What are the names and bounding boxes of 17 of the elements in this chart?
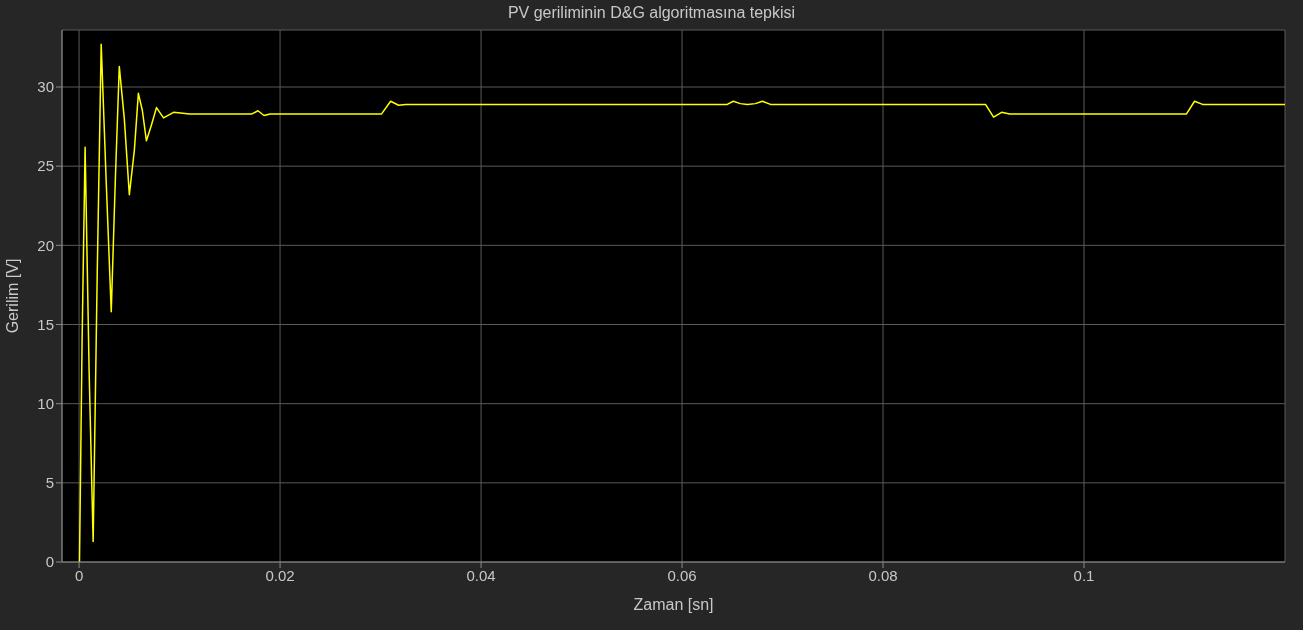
x-tick-label: 0.04 [466,566,496,584]
y-axis-title: Gerilim [V] [3,258,21,334]
y-tick-label: 25 [37,157,54,175]
line-series [78,43,1285,562]
y-tick-label: 20 [37,236,54,254]
x-tick-label: 0.08 [868,566,898,584]
y-tick-label: 30 [37,78,54,96]
x-tick-label: 0 [74,566,84,584]
y-tick-label: 0 [45,553,54,571]
y-tick-label: 15 [37,315,54,333]
x-tick-label: 0.06 [667,566,697,584]
chart-title: PV geriliminin D&G algoritmasına tepkisi [506,4,797,22]
x-axis-title: Zaman [sn] [633,596,714,613]
x-tick-label: 0.1 [1073,566,1095,584]
x-tick-label: 0.02 [265,566,295,584]
y-tick-label: 5 [45,474,54,492]
y-tick-label: 10 [37,394,54,412]
